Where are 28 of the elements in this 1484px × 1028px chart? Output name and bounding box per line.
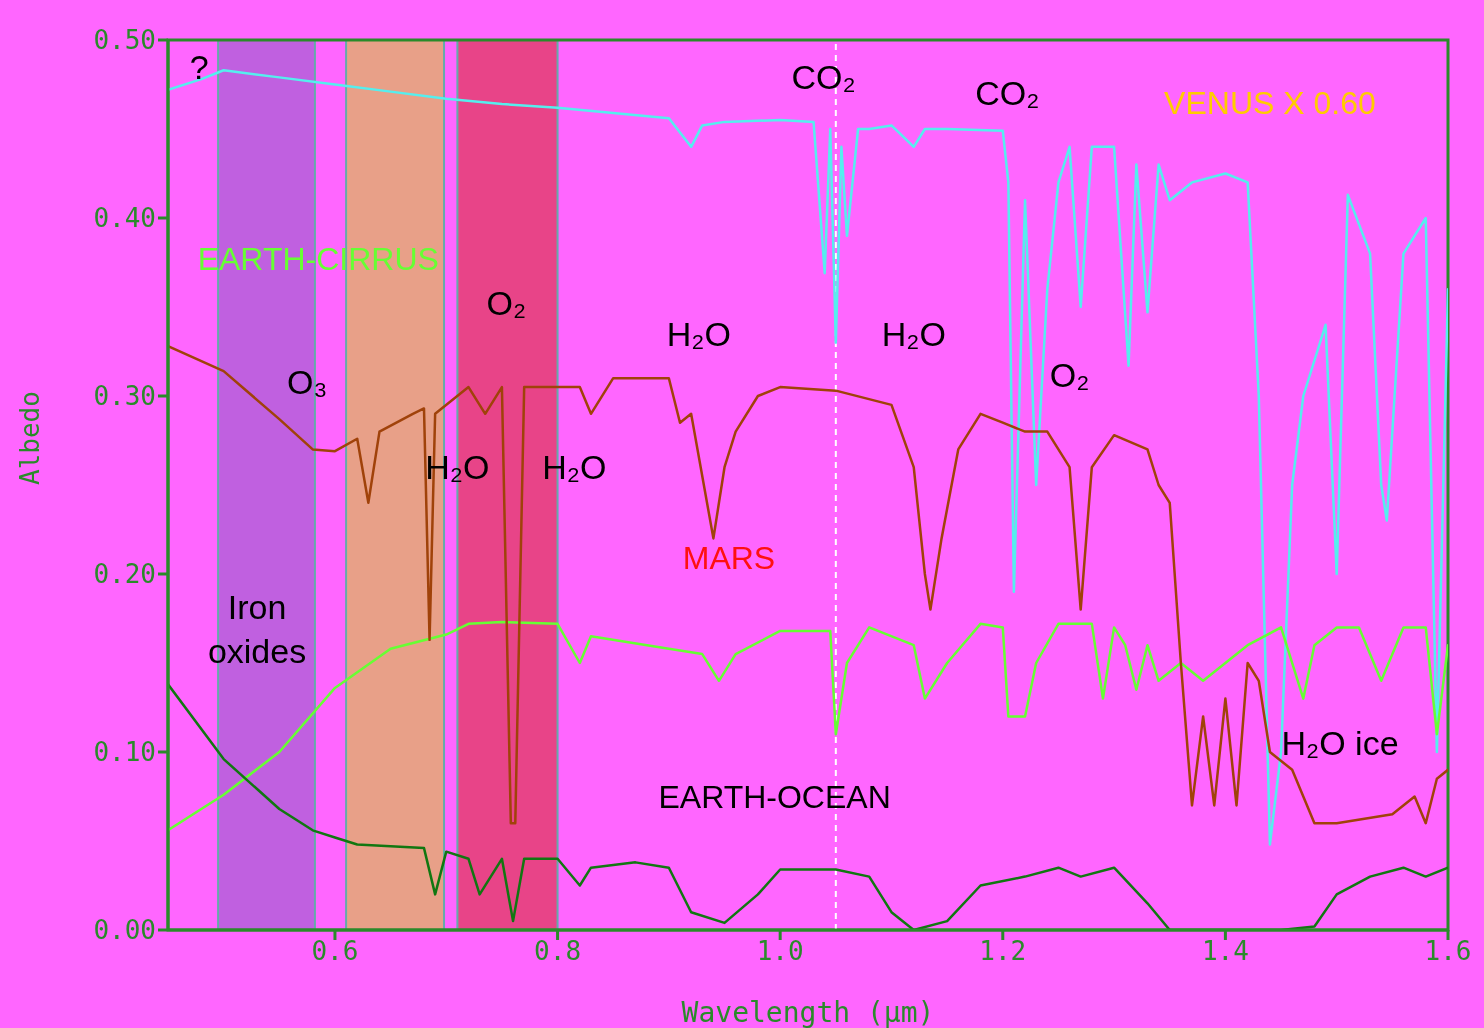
y-tick-label: 0.00 <box>93 915 156 946</box>
annotation: O₃ <box>286 362 328 401</box>
annotation: CO₂ <box>791 58 856 97</box>
y-tick-label: 0.20 <box>93 559 156 590</box>
x-tick-label: 1.4 <box>1201 936 1249 967</box>
annotation: H₂O ice <box>1281 724 1399 763</box>
annotation: ? <box>189 47 209 86</box>
series-label: MARS <box>682 540 776 577</box>
x-tick-label: 1.2 <box>979 936 1027 967</box>
x-tick-label: 1.0 <box>756 936 804 967</box>
y-tick-label: 0.10 <box>93 737 156 768</box>
y-tick-label: 0.30 <box>93 381 156 412</box>
y-tick-label: 0.40 <box>93 203 156 234</box>
annotation: O₂ <box>486 284 527 323</box>
x-tick-label: 1.6 <box>1424 936 1472 967</box>
y-axis-title: Albedo <box>15 391 46 485</box>
series-label: EARTH-OCEAN <box>658 778 891 815</box>
series-label: VENUS X 0.60 <box>1164 84 1376 121</box>
annotation: O₂ <box>1049 355 1090 394</box>
annotation: H₂O <box>666 314 732 353</box>
x-axis-title: Wavelength (μm) <box>681 996 935 1028</box>
annotation: Iron oxides <box>207 587 307 670</box>
annotation: CO₂ <box>975 74 1040 113</box>
y-tick-label: 0.50 <box>93 25 156 56</box>
x-tick-label: 0.8 <box>534 936 582 967</box>
line-series <box>168 620 1448 832</box>
annotation: H₂O <box>881 314 946 353</box>
x-tick-label: 0.6 <box>311 936 359 967</box>
